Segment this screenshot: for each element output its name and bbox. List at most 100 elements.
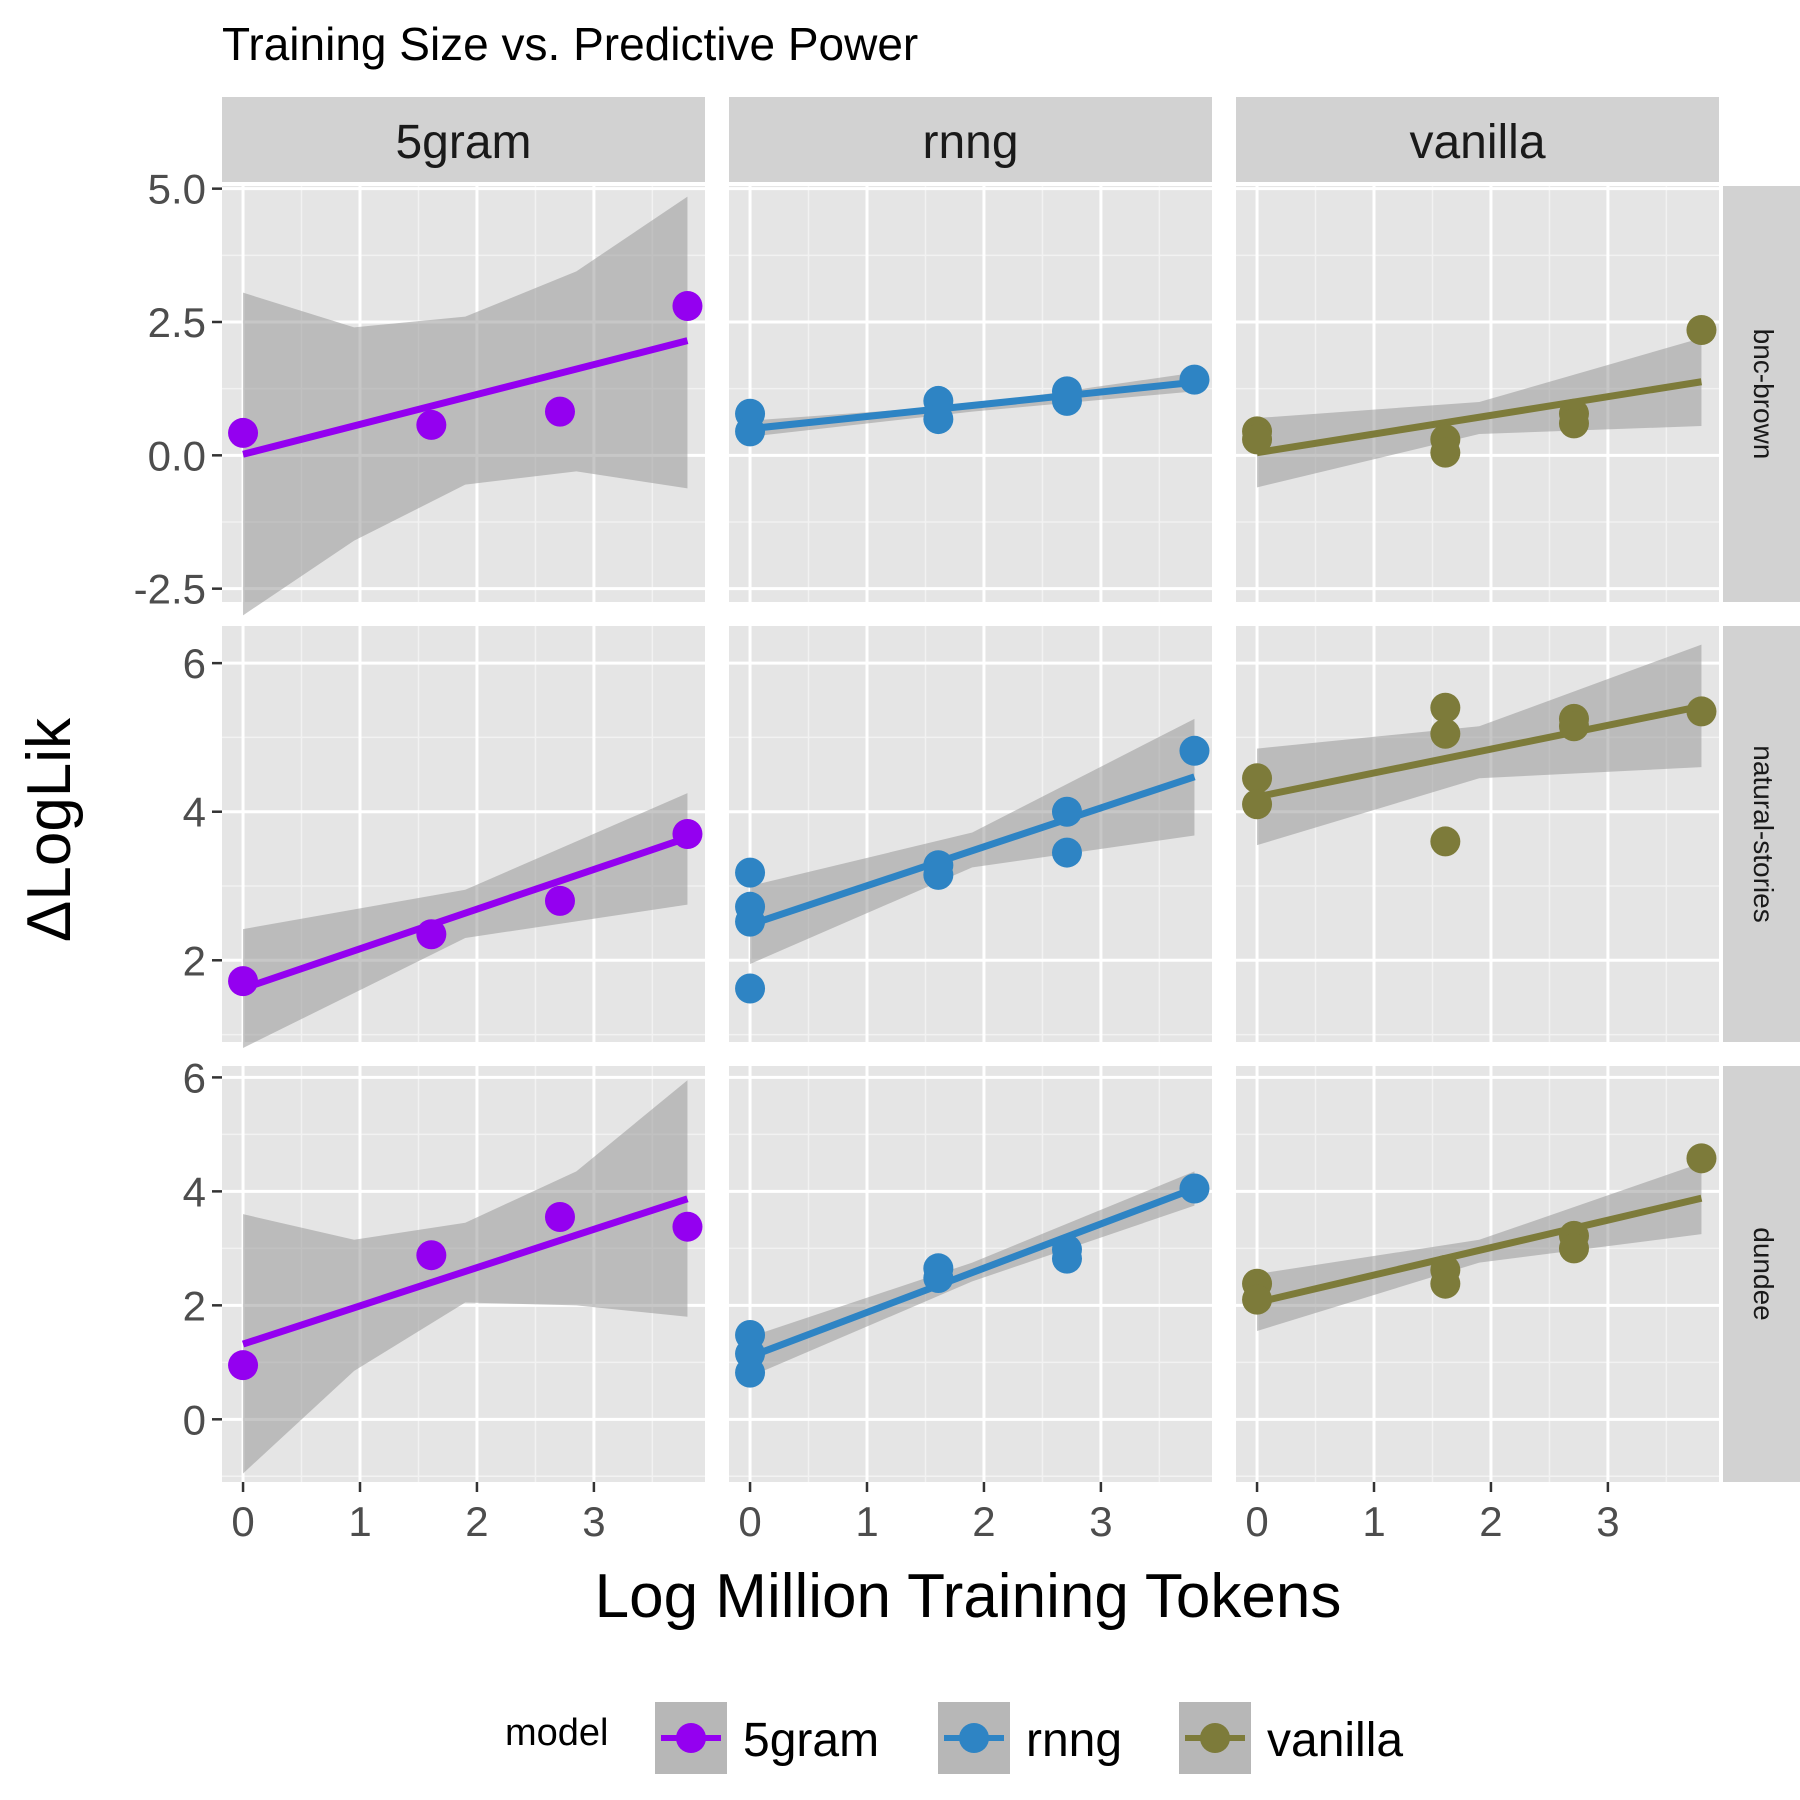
- data-point: [672, 819, 703, 849]
- y-tick-label: 2: [183, 937, 206, 984]
- column-strip-bg: [1236, 97, 1719, 182]
- legend-key-point: [676, 1723, 706, 1753]
- data-point: [1430, 692, 1461, 723]
- data-point: [923, 1262, 954, 1293]
- data-point: [1179, 364, 1210, 395]
- data-point: [672, 1211, 703, 1242]
- data-point: [416, 409, 447, 440]
- data-point: [735, 1357, 766, 1388]
- panel-natural-stories-5gram: 2 4 6: [183, 626, 705, 1048]
- x-tick-label: 1: [348, 1498, 371, 1545]
- data-point: [1242, 424, 1273, 455]
- legend-label: 5gram: [743, 1714, 879, 1767]
- panel-bnc-brown-vanilla: [1236, 186, 1719, 602]
- legend-key-point: [959, 1723, 989, 1753]
- data-point: [1051, 385, 1082, 416]
- y-tick-label: 4: [183, 789, 206, 836]
- data-point: [1430, 437, 1461, 468]
- y-tick-label: -2.5: [134, 566, 206, 613]
- x-tick-label: 0: [231, 1498, 254, 1545]
- fit-line: [242, 337, 689, 458]
- column-strip-label: 5gram: [395, 116, 531, 169]
- data-point: [228, 417, 259, 448]
- confidence-band: [243, 793, 688, 1048]
- legend-title: model: [505, 1712, 609, 1754]
- row-strip-natural-stories: natural-stories: [1723, 626, 1800, 1042]
- panel-natural-stories-vanilla: [1236, 626, 1719, 1042]
- legend-entry-vanilla: vanilla: [1179, 1702, 1403, 1774]
- confidence-band: [1257, 644, 1702, 846]
- fit-line: [749, 378, 1195, 433]
- column-strip-rnng: rnng: [729, 97, 1212, 182]
- x-axis-title: Log Million Training Tokens: [595, 1562, 1342, 1631]
- data-point: [1430, 1268, 1461, 1299]
- legend-label: vanilla: [1267, 1714, 1403, 1767]
- data-point: [1686, 315, 1717, 345]
- data-point: [1242, 1284, 1273, 1315]
- y-tick-label: 5.0: [148, 166, 206, 213]
- fit-line: [241, 834, 689, 992]
- y-tick-label: 0.0: [148, 432, 206, 479]
- x-tick-label: 2: [972, 1498, 995, 1545]
- fit-line: [1256, 378, 1703, 457]
- x-tick-label: 2: [1479, 1498, 1502, 1545]
- data-point: [735, 416, 766, 447]
- column-strip-bg: [729, 97, 1212, 182]
- panel-dundee-5gram: 0 2 4 6 0 1 2 3: [183, 1054, 705, 1545]
- legend: model 5gram rnng vanilla: [505, 1702, 1403, 1774]
- panels-layer: 5gram rnng vanilla bnc-brown natural-stories…: [134, 97, 1800, 1545]
- row-strip-label: natural-stories: [1748, 745, 1779, 922]
- column-strip-label: rnng: [922, 116, 1018, 169]
- data-point: [1051, 796, 1082, 827]
- data-point: [1686, 1143, 1717, 1174]
- y-tick-label: 2.5: [148, 299, 206, 346]
- data-point: [1242, 763, 1273, 794]
- data-point: [1430, 826, 1461, 857]
- legend-label: rnng: [1026, 1714, 1122, 1767]
- data-point: [544, 1202, 575, 1233]
- confidence-band: [750, 718, 1195, 964]
- confidence-band: [1257, 338, 1702, 488]
- data-point: [1686, 696, 1717, 727]
- row-strip-label: bnc-brown: [1748, 329, 1779, 460]
- row-strip-bnc-brown: bnc-brown: [1723, 186, 1800, 602]
- data-point: [1051, 1243, 1082, 1274]
- x-tick-label: 3: [582, 1498, 605, 1545]
- fit-line: [241, 1195, 689, 1348]
- data-point: [1051, 837, 1082, 868]
- column-strip-label: vanilla: [1409, 116, 1545, 169]
- legend-entry-rnng: rnng: [938, 1702, 1122, 1774]
- data-point: [228, 966, 259, 997]
- panel-bnc-brown-rnng: [729, 186, 1212, 602]
- data-point: [923, 859, 954, 890]
- data-point: [735, 973, 766, 1004]
- data-point: [735, 857, 766, 888]
- legend-entry-5gram: 5gram: [655, 1702, 879, 1774]
- column-strip-bg: [222, 97, 705, 182]
- column-strip-vanilla: vanilla: [1236, 97, 1719, 182]
- x-tick-label: 1: [1362, 1498, 1385, 1545]
- x-tick-label: 0: [1245, 1498, 1268, 1545]
- y-tick-label: 2: [183, 1282, 206, 1329]
- row-strip-bg: [1723, 186, 1800, 602]
- row-strip-label: dundee: [1748, 1227, 1779, 1320]
- row-strip-bg: [1723, 626, 1800, 1042]
- data-point: [1179, 1173, 1210, 1204]
- panel-dundee-vanilla: 0 1 2 3: [1236, 1066, 1719, 1545]
- data-point: [544, 885, 575, 916]
- data-point: [1558, 1233, 1589, 1264]
- confidence-band: [243, 196, 688, 616]
- x-tick-label: 1: [855, 1498, 878, 1545]
- data-point: [416, 1240, 447, 1271]
- fit-line: [748, 1185, 1196, 1360]
- fit-line: [1256, 702, 1703, 801]
- data-point: [416, 919, 447, 950]
- row-strip-dundee: dundee: [1723, 1066, 1800, 1482]
- data-point: [228, 1350, 259, 1381]
- data-point: [672, 291, 703, 321]
- y-tick-label: 6: [183, 640, 206, 687]
- data-point: [1179, 735, 1210, 766]
- data-point: [1558, 408, 1589, 439]
- row-strip-bg: [1723, 1066, 1800, 1482]
